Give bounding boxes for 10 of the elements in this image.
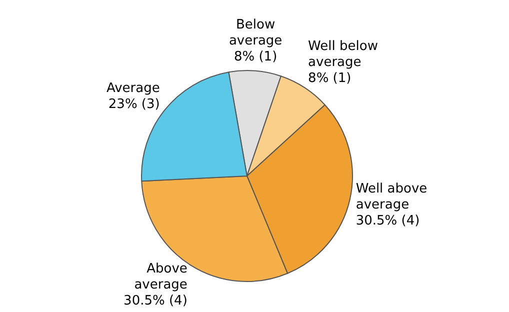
data-label: 30.5% (4) [356, 214, 420, 229]
slice-label: Average [106, 80, 160, 96]
data-label: 30.5% (4) [124, 293, 188, 308]
slice-label: Above average [134, 261, 188, 292]
data-label: 8% (1) [234, 49, 278, 64]
data-label: 8% (1) [308, 70, 352, 86]
slice-label: Well below average [308, 38, 378, 70]
data-label: 23% (3) [108, 96, 160, 112]
slice-label: Below average [228, 17, 282, 48]
slice-label: Well above average [356, 182, 428, 213]
